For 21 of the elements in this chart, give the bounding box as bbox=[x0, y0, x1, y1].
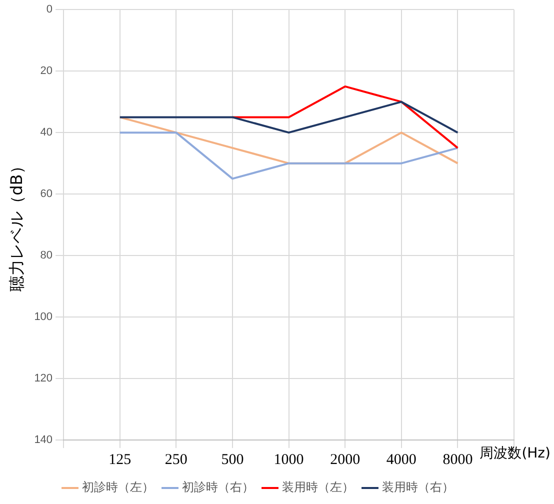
y-tick-label: 120 bbox=[34, 372, 53, 385]
x-tick-label: 1000 bbox=[274, 452, 304, 468]
y-tick-label: 100 bbox=[34, 311, 53, 324]
x-tick-label: 125 bbox=[108, 452, 132, 468]
y-tick-label: 80 bbox=[40, 250, 53, 262]
y-axis-title: 聴力レベル（dB） bbox=[6, 158, 26, 292]
legend-label: 装用時（左） bbox=[282, 480, 354, 494]
x-tick-label: 8000 bbox=[442, 452, 473, 468]
y-tick-label: 140 bbox=[34, 434, 53, 446]
x-axis-title: 周波数(Hz) bbox=[480, 446, 551, 462]
x-tick-label: 500 bbox=[221, 452, 244, 468]
legend-label: 初診時（左） bbox=[82, 480, 154, 494]
legend-label: 装用時（右） bbox=[382, 480, 454, 494]
y-tick-label: 60 bbox=[40, 188, 53, 200]
y-tick-label: 0 bbox=[46, 4, 53, 16]
x-tick-label: 2000 bbox=[330, 452, 360, 468]
x-tick-label: 4000 bbox=[386, 452, 416, 468]
x-tick-label: 250 bbox=[164, 452, 188, 468]
y-tick-label: 20 bbox=[40, 65, 53, 78]
y-tick-label: 40 bbox=[40, 126, 53, 139]
legend-label: 初診時（右） bbox=[182, 480, 254, 494]
